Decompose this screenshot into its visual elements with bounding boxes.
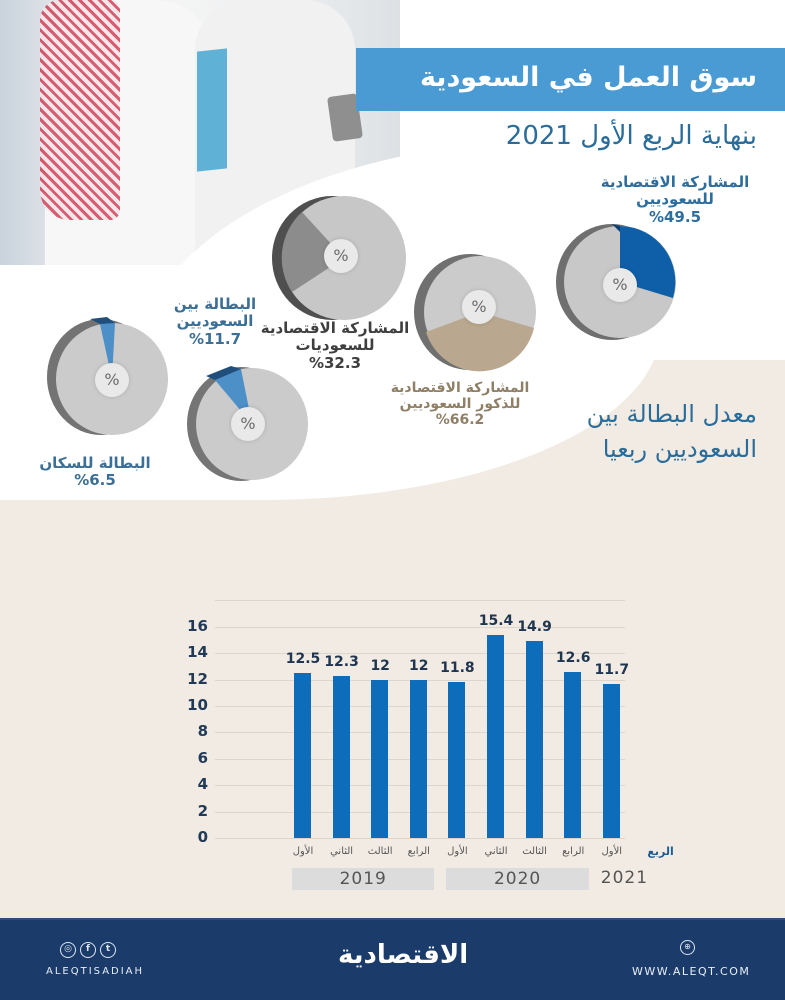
caption-line: للسعوديات xyxy=(295,336,375,355)
bar xyxy=(564,671,582,838)
bar xyxy=(294,673,311,838)
photo-folder xyxy=(197,48,227,172)
chart-title: معدل البطالة بين السعوديين ربعيا xyxy=(587,397,757,467)
caption-value: %49.5 xyxy=(648,207,702,226)
bar-value-label: 11.7 xyxy=(594,661,630,678)
page-title: سوق العمل في السعودية xyxy=(356,48,785,111)
caption-line: البطالة بين xyxy=(173,295,257,313)
instagram-icon[interactable]: ◎ xyxy=(60,942,76,958)
percent-badge: % xyxy=(603,268,637,302)
x-quarter-label: الثالث xyxy=(522,846,547,857)
caption-saudi-unemployment: البطالة بين السعوديين %11.7 xyxy=(160,295,270,348)
caption-line: السعوديين xyxy=(176,312,254,331)
bar-value-label: 11.8 xyxy=(440,660,475,677)
header-photo xyxy=(0,0,400,265)
caption-population-unemployment: البطالة للسكان %6.5 xyxy=(30,454,160,490)
x-quarter-label: الأول xyxy=(601,846,623,857)
pie-saudi-unemployment: % xyxy=(186,360,311,485)
bar-value-label: 14.9 xyxy=(517,619,552,636)
x-quarter-label: الثاني xyxy=(484,846,508,857)
footer: ◎ f t ALEQTISADIAH الاقتصادية ⊕ WWW.ALEQ… xyxy=(0,918,785,1000)
social-handle: ALEQTISADIAH xyxy=(46,966,145,977)
chart-title-line: السعوديين ربعيا xyxy=(602,434,757,463)
caption-line: المشاركة الاقتصادية xyxy=(600,173,750,191)
percent-badge: % xyxy=(462,290,496,324)
bar xyxy=(409,679,427,838)
percent-badge: % xyxy=(324,239,358,273)
caption-female-participation: المشاركة الاقتصادية للسعوديات %32.3 xyxy=(255,319,415,372)
bar-value-label: 12.5 xyxy=(285,651,321,667)
caption-line: للسعوديين xyxy=(636,190,714,209)
twitter-icon[interactable]: t xyxy=(100,942,116,958)
bar-chart: 0 2 4 6 8 10 12 14 16 12.5 الأول 12.3 الثاني 12 الثالث… xyxy=(180,510,674,900)
x-quarter-label: الرابع xyxy=(562,846,585,857)
bar-value-label: 12 xyxy=(409,657,429,674)
x-quarter-label: الرابع xyxy=(407,846,430,857)
social-links: ◎ f t xyxy=(60,942,116,958)
gridline xyxy=(215,600,625,602)
caption-value: %66.2 xyxy=(435,412,485,429)
gridline xyxy=(215,626,625,628)
pie-population-unemployment: % xyxy=(45,315,170,440)
caption-line: المشاركة الاقتصادية xyxy=(390,380,530,396)
brand-logo: الاقتصادية xyxy=(338,940,469,970)
year-label-2020: 2020 xyxy=(446,868,589,890)
caption-value: %6.5 xyxy=(74,471,116,490)
x-quarter-label: الثاني xyxy=(330,846,354,857)
chart-title-line: معدل البطالة بين xyxy=(586,400,757,428)
pie-male-participation: % xyxy=(410,250,538,372)
y-tick-label: 12 xyxy=(187,669,208,688)
x-quarter-label: الأول xyxy=(447,846,468,857)
caption-male-participation: المشاركة الاقتصادية للذكور السعوديين %66… xyxy=(385,380,535,428)
pie-female-participation: % xyxy=(268,190,410,325)
y-tick-label: 0 xyxy=(197,828,208,846)
y-tick-label: 2 xyxy=(197,801,208,820)
y-tick-label: 16 xyxy=(187,616,208,635)
photo-scarf xyxy=(40,0,120,220)
x-quarter-label: الثالث xyxy=(367,846,393,857)
caption-line: المشاركة الاقتصادية xyxy=(260,319,410,337)
page-subtitle: بنهاية الربع الأول 2021 xyxy=(505,121,757,151)
bar xyxy=(448,682,466,838)
pie-saudi-participation: % xyxy=(552,218,680,346)
bar-value-label: 12.6 xyxy=(555,649,591,666)
website-link[interactable]: WWW.ALEQT.COM xyxy=(632,965,751,978)
y-tick-label: 6 xyxy=(197,748,208,767)
gridline xyxy=(215,653,625,655)
percent-badge: % xyxy=(95,363,129,397)
bar xyxy=(602,683,620,838)
globe-icon: ⊕ xyxy=(680,940,695,955)
y-tick-label: 10 xyxy=(187,696,208,714)
bar-value-label: 12.3 xyxy=(324,653,359,670)
bar xyxy=(371,679,389,838)
caption-line: البطالة للسكان xyxy=(39,454,151,472)
caption-value: %11.7 xyxy=(188,329,242,348)
y-tick-label: 8 xyxy=(197,722,208,741)
bar xyxy=(332,675,350,838)
gridline xyxy=(215,838,625,839)
caption-value: %32.3 xyxy=(308,353,362,372)
caption-line: للذكور السعوديين xyxy=(399,396,521,413)
percent-badge: % xyxy=(231,407,265,441)
y-tick-label: 14 xyxy=(187,643,208,662)
facebook-icon[interactable]: f xyxy=(80,942,96,958)
bar xyxy=(525,641,543,838)
caption-saudi-participation: المشاركة الاقتصادية للسعوديين %49.5 xyxy=(580,173,770,226)
y-tick-label: 4 xyxy=(197,775,208,794)
year-label-2019: 2019 xyxy=(292,868,435,890)
year-label-2021: 2021 xyxy=(600,868,649,888)
bar-value-label: 12 xyxy=(370,657,390,674)
x-axis-header: الربع xyxy=(647,845,674,858)
x-quarter-label: الأول xyxy=(292,846,314,857)
bar-value-label: 15.4 xyxy=(478,612,514,629)
bar xyxy=(487,634,504,838)
